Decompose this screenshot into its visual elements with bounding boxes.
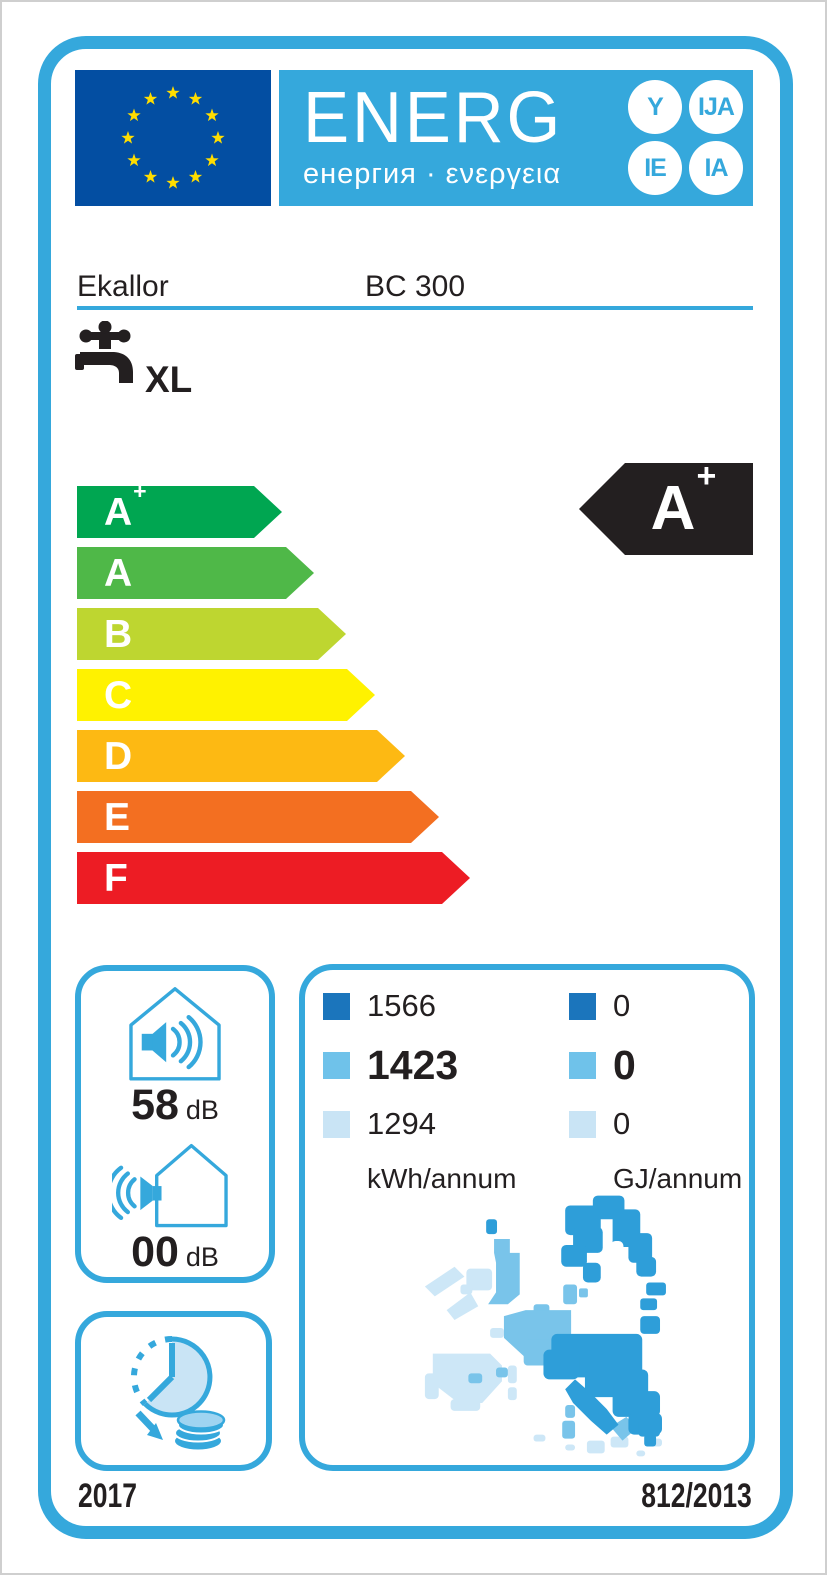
rating-letter: A+ <box>104 478 147 534</box>
rating-bar-a: A <box>77 547 314 599</box>
energy-wordmark-subtitle: енергия · ενεργεια <box>303 158 562 190</box>
consumption-row: 1294 <box>323 1104 516 1144</box>
rating-bar-c: C <box>77 669 375 721</box>
fuel-consumption-list: 0 0 0 GJ/annum <box>569 986 742 1195</box>
consumption-value: 0 <box>613 1041 636 1088</box>
consumption-value: 1294 <box>367 1106 436 1141</box>
consumption-value: 1566 <box>367 988 436 1023</box>
rating-letter: E <box>104 796 131 839</box>
consumption-row: 1566 <box>323 986 516 1026</box>
rating-scale: A+ A B C D E F <box>77 486 470 913</box>
consumption-row: 0 <box>569 1042 742 1088</box>
rating-bar-f: F <box>77 852 470 904</box>
swatch-medium <box>569 1051 596 1079</box>
swatch-dark <box>323 992 350 1020</box>
selected-rating-arrow: A+ <box>579 463 753 555</box>
label-frame: ENERG енергия · ενεργεια Y IJA IE IA Eka… <box>38 36 793 1539</box>
rating-bar-e: E <box>77 791 439 843</box>
rating-letter: F <box>104 857 128 900</box>
energy-wordmark: ENERG <box>303 78 564 158</box>
brand-name: Ekallor <box>77 270 169 303</box>
electricity-consumption-list: 1566 1423 1294 kWh/annum <box>323 986 516 1195</box>
consumption-value: 0 <box>613 988 631 1023</box>
rating-letter: C <box>104 674 133 717</box>
load-profile-label: XL <box>145 359 193 400</box>
swatch-light <box>569 1110 596 1138</box>
suffix-circle-ia: IA <box>689 141 743 195</box>
europe-map <box>424 1195 666 1457</box>
clock-coins-icon <box>130 1335 225 1450</box>
brand-model-row: Ekallor BC 300 <box>77 270 753 304</box>
swatch-dark <box>569 992 596 1020</box>
consumption-row: 1423 <box>323 1042 516 1088</box>
consumption-row: 0 <box>569 1104 742 1144</box>
footer-regulation: 812/2013 <box>641 1477 752 1515</box>
rating-letter: B <box>104 613 133 656</box>
language-suffix-circles: Y IJA IE IA <box>628 80 743 195</box>
swatch-medium <box>323 1051 350 1079</box>
model-name: BC 300 <box>364 270 466 303</box>
off-peak-panel <box>75 1311 272 1471</box>
consumption-value: 0 <box>613 1106 631 1141</box>
energy-banner: ENERG енергия · ενεργεια Y IJA IE IA <box>279 70 753 206</box>
indoor-noise-icon <box>129 987 221 1081</box>
suffix-circle-ija: IJA <box>689 80 743 134</box>
divider-rule <box>77 306 753 310</box>
outdoor-noise-icon <box>112 1143 228 1227</box>
water-tap-icon <box>75 321 133 383</box>
selected-rating-letter: A+ <box>650 457 717 543</box>
rating-bar-d: D <box>77 730 405 782</box>
consumption-value: 1423 <box>367 1041 459 1088</box>
fuel-unit-label: GJ/annum <box>613 1163 743 1194</box>
rating-letter: A <box>104 552 133 595</box>
eu-flag <box>75 70 271 206</box>
suffix-circle-ie: IE <box>628 141 682 195</box>
rating-bar-b: B <box>77 608 346 660</box>
outdoor-noise-value: 00 dB <box>131 1228 219 1276</box>
indoor-noise-value: 58 dB <box>131 1080 219 1129</box>
rating-letter: D <box>104 735 133 778</box>
footer-year: 2017 <box>78 1477 137 1515</box>
noise-panel: 58 dB 00 dB <box>75 965 275 1283</box>
consumption-panel: 1566 1423 1294 kWh/annum 0 <box>299 964 755 1471</box>
consumption-row: 0 <box>569 986 742 1026</box>
electricity-unit-label: kWh/annum <box>367 1163 517 1194</box>
rating-bar-a-plus: A+ <box>77 486 282 538</box>
swatch-light <box>323 1110 350 1138</box>
suffix-circle-y: Y <box>628 80 682 134</box>
